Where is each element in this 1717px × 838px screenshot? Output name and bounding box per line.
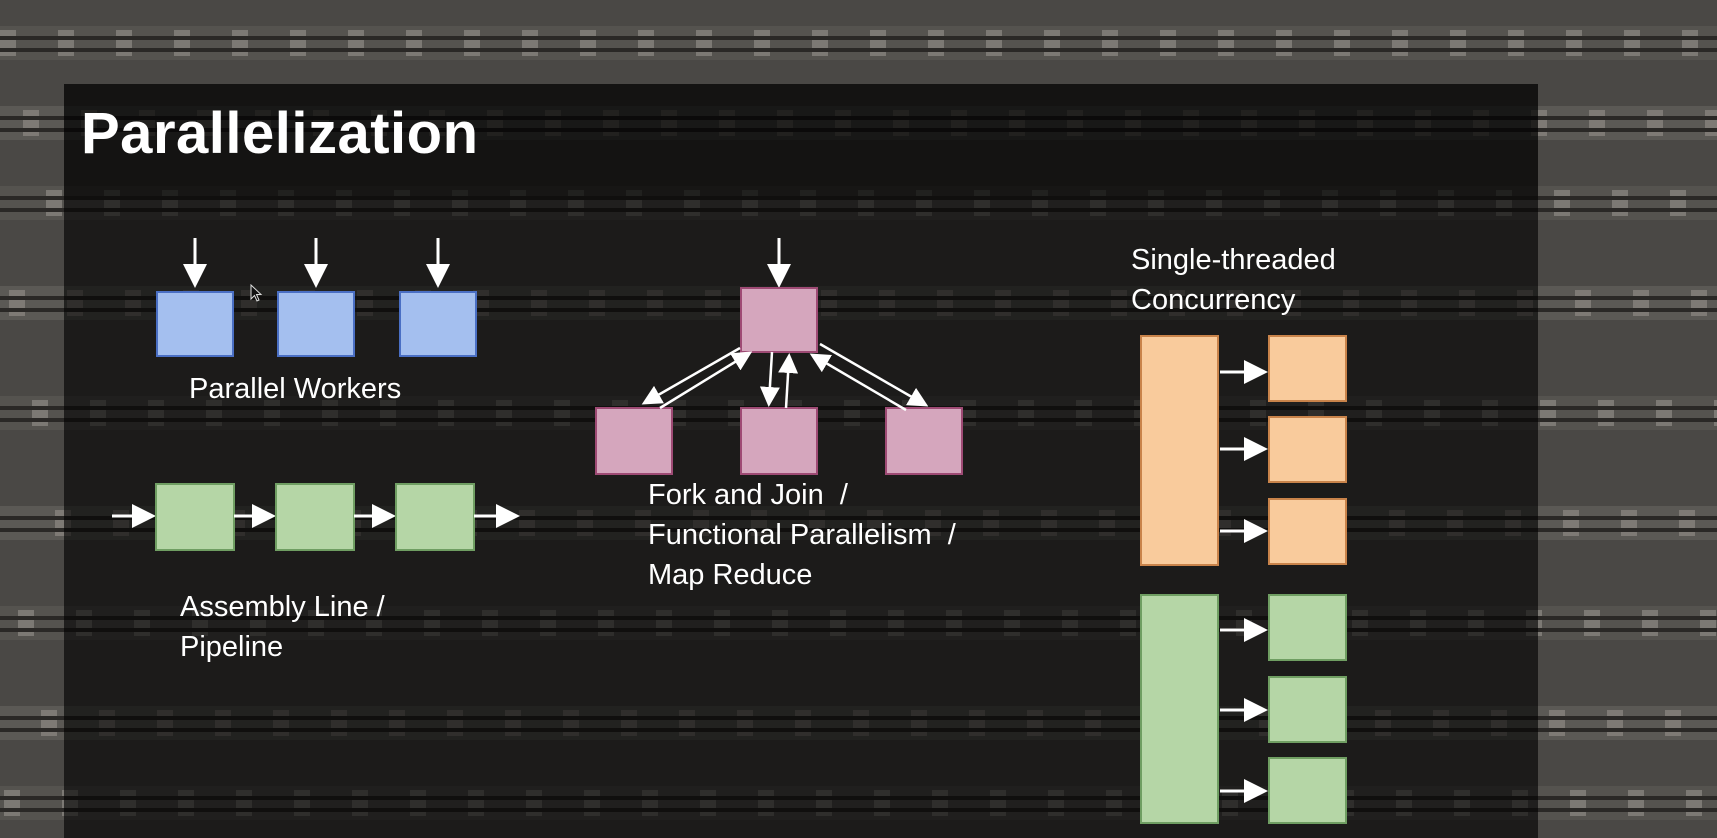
task-box xyxy=(1268,498,1347,565)
task-box xyxy=(1268,594,1347,661)
worker-box xyxy=(156,291,234,357)
task-box xyxy=(1268,335,1347,402)
worker-box xyxy=(399,291,477,357)
sleeper xyxy=(1714,400,1717,426)
rail xyxy=(0,48,1717,52)
assembly-line-label: Assembly Line / xyxy=(180,591,385,623)
gravel-strip xyxy=(0,26,1717,60)
fork-arrow xyxy=(641,346,741,405)
thread-bar xyxy=(1140,594,1219,824)
join-arrow xyxy=(659,351,753,410)
thread-bar xyxy=(1140,335,1219,566)
task-box xyxy=(1268,676,1347,743)
functional-parallelism-label: Functional Parallelism / xyxy=(648,519,956,551)
rail xyxy=(0,36,1717,40)
root-task-box xyxy=(740,287,818,353)
concurrency-label: Concurrency xyxy=(1131,284,1296,316)
join-arrow xyxy=(809,353,907,412)
fork-arrow xyxy=(759,351,780,407)
title-band xyxy=(64,84,1538,196)
join-arrow xyxy=(778,353,799,409)
fork-join-label: Fork and Join / xyxy=(648,479,848,511)
subtask-box xyxy=(740,407,818,475)
stage-box xyxy=(155,483,235,551)
pipeline-label: Pipeline xyxy=(180,631,284,663)
fork-arrow xyxy=(819,342,929,407)
single-threaded-diagram xyxy=(1140,335,1347,824)
task-box xyxy=(1268,416,1347,483)
worker-box xyxy=(277,291,355,357)
stage-box xyxy=(395,483,475,551)
map-reduce-label: Map Reduce xyxy=(648,559,813,591)
assembly-line-diagram xyxy=(112,483,520,551)
subtask-box xyxy=(885,407,963,475)
mouse-cursor-icon xyxy=(250,284,263,302)
stage-box xyxy=(275,483,355,551)
single-threaded-label: Single-threaded xyxy=(1131,244,1336,276)
subtask-box xyxy=(595,407,673,475)
page-title: Parallelization xyxy=(81,101,479,166)
parallel-workers-label: Parallel Workers xyxy=(189,373,402,405)
fork-join-diagram xyxy=(595,238,963,475)
task-box xyxy=(1268,757,1347,824)
parallel-workers-diagram xyxy=(156,238,477,357)
